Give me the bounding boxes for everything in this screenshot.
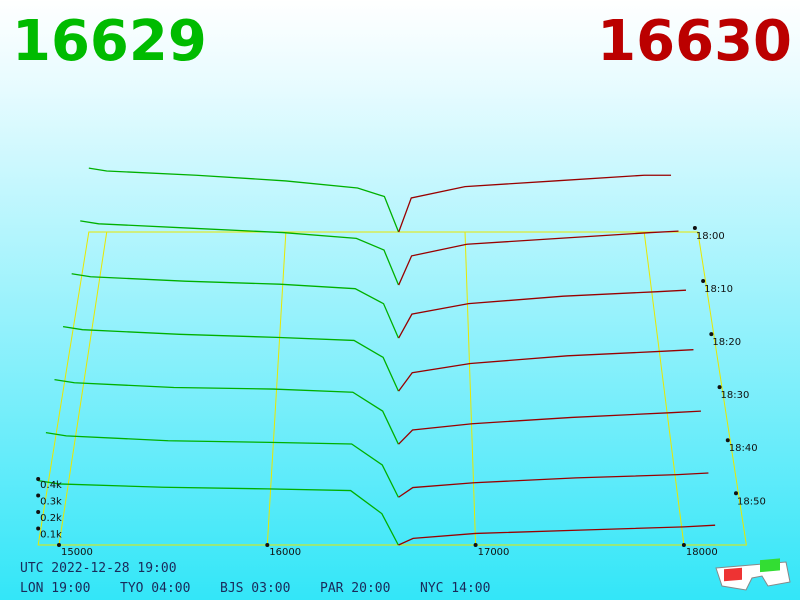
t-tick	[733, 491, 738, 496]
x-tick-label: 17000	[478, 547, 510, 558]
z-tick	[36, 477, 41, 481]
t-tick-label: 18:20	[712, 337, 741, 348]
bids-depth-line	[45, 432, 399, 498]
asks-depth-line	[398, 174, 672, 233]
z-tick-label: 0.2k	[40, 513, 62, 524]
city-time: BJS 03:00	[220, 581, 290, 596]
t-tick-label: 18:30	[721, 390, 750, 401]
bid-price: 16629	[12, 9, 207, 74]
t-tick	[725, 438, 730, 443]
z-tick-label: 0.1k	[40, 530, 62, 541]
z-tick-label: 0.3k	[40, 497, 62, 508]
z-tick	[36, 526, 41, 531]
t-tick-label: 18:00	[696, 231, 725, 242]
x-tick	[473, 543, 478, 547]
asks-depth-line	[398, 410, 701, 445]
t-tick	[709, 332, 714, 337]
city-times: LON 19:00 TYO 04:00 BJS 03:00 PAR 20:00 NYC …	[20, 581, 490, 596]
utc-time: UTC 2022-12-28 19:00	[20, 561, 177, 576]
bids-depth-line	[71, 273, 400, 339]
t-tick	[701, 279, 706, 284]
city-time: NYC 14:00	[420, 581, 490, 596]
x-tick	[265, 543, 270, 547]
grid-line	[464, 231, 477, 546]
city-time: TYO 04:00	[120, 581, 190, 596]
x-tick	[681, 543, 686, 547]
t-tick-label: 18:10	[704, 284, 733, 295]
asks-depth-line	[398, 230, 679, 286]
t-tick-label: 18:40	[729, 443, 758, 454]
bids-depth-line	[54, 378, 399, 445]
t-tick	[717, 385, 722, 390]
bids-depth-line	[80, 220, 400, 286]
city-time: PAR 20:00	[320, 581, 390, 596]
x-tick	[57, 543, 61, 547]
3d-glasses-icon	[715, 558, 791, 591]
z-tick-label: 0.4k	[40, 480, 62, 491]
x-tick-label: 16000	[269, 547, 301, 558]
plot: 15000 16000 17000 18000 0.1k 0.2k 0.3k 0.4k 18:0…	[36, 167, 766, 558]
t-tick	[692, 226, 697, 230]
bids-depth-line	[38, 480, 399, 546]
bids-depth-line	[88, 167, 400, 233]
t-tick-label: 18:50	[737, 496, 766, 507]
bids-depth-line	[62, 325, 400, 392]
z-tick	[36, 510, 41, 514]
asks-depth-line	[398, 289, 687, 339]
grid-line	[643, 231, 685, 546]
asks-depth-line	[398, 524, 716, 546]
asks-depth-line	[398, 349, 694, 392]
z-tick	[36, 493, 41, 498]
city-time: LON 19:00	[20, 581, 90, 596]
floor	[37, 231, 747, 546]
asks-depth-line	[398, 472, 709, 498]
x-tick-label: 18000	[686, 547, 718, 558]
grid-line	[58, 231, 108, 546]
x-tick-label: 15000	[61, 547, 93, 558]
ask-price: 16630	[597, 9, 792, 74]
